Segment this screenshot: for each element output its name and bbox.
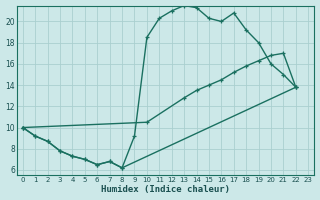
X-axis label: Humidex (Indice chaleur): Humidex (Indice chaleur) xyxy=(101,185,230,194)
